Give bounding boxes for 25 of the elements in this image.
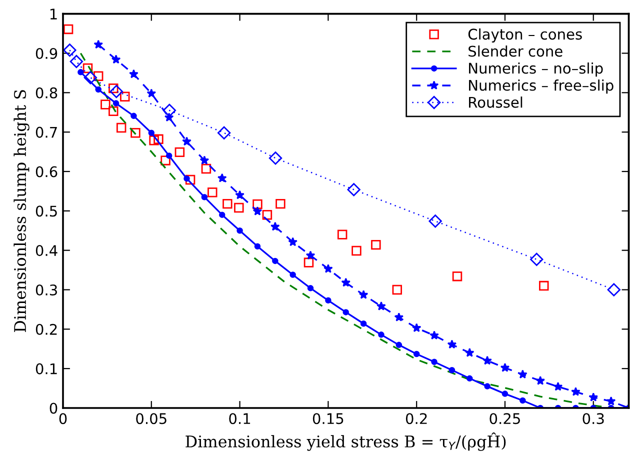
y-tick-label: 0.8 xyxy=(36,87,58,98)
x-tick-label: 0.1 xyxy=(229,413,250,424)
legend-label: Numerics – no–slip xyxy=(469,62,603,77)
legend-label: Numerics – free–slip xyxy=(469,80,614,94)
x-axis-title: Dimensionless yield stress B = τ$_{Y}$/(ρgĤ) xyxy=(186,432,506,451)
y-tick-label: 0.1 xyxy=(36,363,57,374)
x-tick-label: 0.05 xyxy=(136,413,166,424)
y-tick-label: 0.9 xyxy=(36,48,58,59)
legend-label: Roussel xyxy=(469,96,522,108)
y-tick-label: 1 xyxy=(50,8,57,20)
y-tick-label: 0.5 xyxy=(36,206,57,217)
y-axis-title: Dimensionless slump height S xyxy=(14,90,30,332)
y-tick-label: 0.6 xyxy=(36,166,58,178)
x-tick-label: 0.2 xyxy=(406,413,427,424)
y-tick-label: 0.4 xyxy=(36,245,58,256)
y-tick-label: 0.3 xyxy=(36,284,57,296)
legend-label: Slender cone xyxy=(468,45,562,57)
x-tick-label: 0.25 xyxy=(490,413,520,424)
legend-label: Clayton – cones xyxy=(468,28,582,43)
y-tick-label: 0 xyxy=(50,402,58,414)
y-tick-label: 0.7 xyxy=(36,126,57,138)
x-tick-label: 0.15 xyxy=(312,413,344,424)
x-tick-label: 0.3 xyxy=(582,413,604,424)
x-tick-label: 0 xyxy=(59,413,67,424)
y-tick-label: 0.2 xyxy=(36,324,57,335)
